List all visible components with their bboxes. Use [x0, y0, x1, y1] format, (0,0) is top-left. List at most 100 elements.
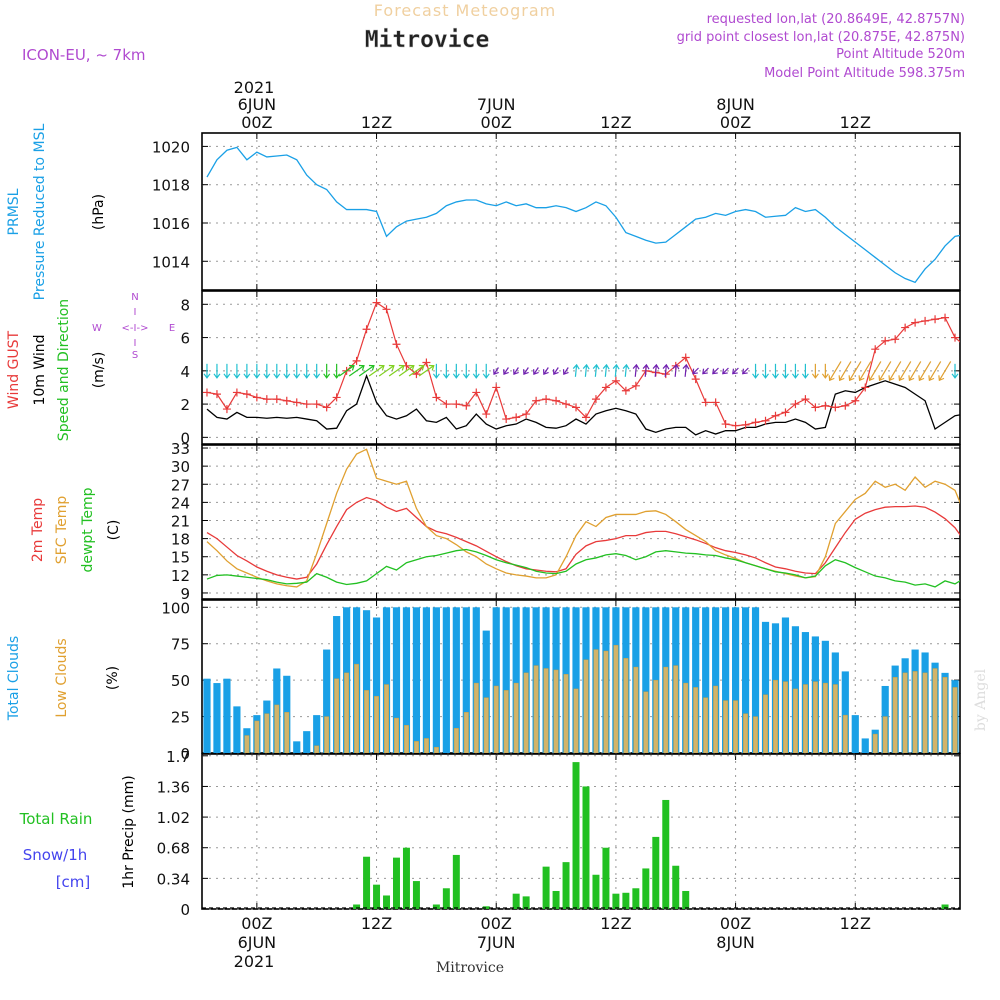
data-point: [711, 398, 720, 407]
data-point: [911, 318, 920, 327]
bar: [453, 728, 459, 753]
wind-arrowhead: [781, 373, 789, 379]
wind-arrowhead: [233, 373, 241, 379]
bar: [892, 677, 898, 753]
bar: [783, 681, 788, 753]
data-point: [701, 398, 710, 407]
panel-clouds: 0 25 50 75 100 Total Clouds Low Clouds (%): [6, 599, 998, 763]
y-tick-label: 1016: [152, 215, 190, 233]
wind-arrowhead: [592, 363, 600, 370]
wind-arrowhead: [672, 363, 680, 370]
data-point: [562, 400, 571, 409]
data-point: [312, 400, 321, 409]
data-point: [921, 316, 930, 325]
y-tick-label: 0: [180, 901, 190, 919]
wind-arrowhead: [533, 369, 539, 375]
wind-arrow: [634, 364, 638, 377]
wind-arrowhead: [523, 369, 529, 375]
axis-label: Pressure Reduced to MSL: [32, 123, 48, 300]
bar: [763, 694, 768, 753]
bar: [582, 786, 590, 909]
bar: [364, 690, 370, 753]
wind-arrow: [888, 361, 902, 381]
wind-arrowhead: [243, 373, 251, 379]
wind-arrow: [722, 367, 729, 375]
bar: [802, 684, 808, 753]
compass-s: S: [132, 350, 138, 361]
bar: [832, 684, 838, 753]
bar: [523, 672, 529, 753]
y-tick-label: 30: [171, 458, 190, 476]
data-point: [801, 395, 810, 404]
bar: [603, 650, 609, 753]
wind-arrowhead: [542, 369, 549, 375]
bar: [462, 607, 470, 753]
wind-arrowhead: [622, 363, 630, 370]
panel-frame: [201, 753, 961, 910]
data-point: [512, 413, 521, 422]
top-date-label: 7JUN: [477, 95, 516, 114]
data-point: [951, 333, 960, 342]
wind-arrow: [368, 365, 385, 377]
bar: [492, 607, 500, 753]
bottom-date-label: 7JUN: [477, 933, 516, 952]
bottom-hour-label: 00Z: [720, 914, 751, 933]
series-line: [206, 448, 960, 588]
wind-arrowhead: [982, 374, 988, 378]
data-point: [272, 395, 281, 404]
wind-arrow: [732, 367, 739, 375]
top-hour-label: 00Z: [241, 113, 272, 132]
wind-arrowhead: [888, 375, 895, 382]
wind-arrowhead: [632, 363, 640, 370]
bar: [542, 866, 550, 909]
bar: [751, 607, 760, 753]
bar: [622, 892, 630, 909]
y-tick-label: 33: [171, 440, 190, 458]
bar: [991, 693, 998, 753]
wind-arrow: [684, 364, 687, 377]
bar: [613, 644, 619, 753]
wind-arrowhead: [503, 369, 509, 375]
panel-frame: [201, 290, 961, 445]
y-tick-label: 1.36: [157, 778, 190, 796]
bar: [452, 854, 460, 909]
compass-center: <-I->: [122, 323, 149, 334]
bar: [712, 607, 720, 753]
bar: [274, 704, 280, 753]
bar: [682, 890, 690, 909]
bar: [512, 893, 520, 909]
bar: [264, 713, 270, 753]
wind-arrow: [644, 364, 648, 377]
wind-arrowhead: [772, 373, 779, 379]
model-altitude: Model Point Altitude 598.375m: [764, 66, 965, 81]
bar: [223, 678, 231, 753]
bar: [993, 737, 997, 753]
wind-arrowhead: [513, 369, 519, 375]
product-title: Forecast Meteogram: [374, 1, 556, 20]
wind-arrow: [584, 364, 588, 377]
bar: [723, 700, 729, 753]
bar: [902, 672, 908, 753]
data-point: [422, 358, 431, 367]
bar: [592, 874, 600, 909]
data-point: [991, 390, 999, 398]
wind-arrowhead: [811, 373, 819, 379]
bar: [602, 847, 610, 909]
bar: [383, 895, 391, 909]
data-point: [332, 393, 341, 402]
wind-arrow: [523, 367, 529, 375]
wind-arrow: [604, 364, 608, 377]
data-point: [611, 376, 620, 385]
wind-arrowhead: [398, 364, 405, 371]
bar: [572, 607, 580, 753]
wind-arrowhead: [692, 368, 698, 375]
wind-arrowhead: [472, 373, 480, 379]
data-point: [631, 381, 640, 390]
bar: [394, 717, 399, 753]
bar: [402, 607, 411, 753]
wind-arrowhead: [323, 373, 331, 379]
data-point: [721, 420, 730, 429]
bar: [363, 856, 371, 909]
data-point: [542, 395, 551, 404]
